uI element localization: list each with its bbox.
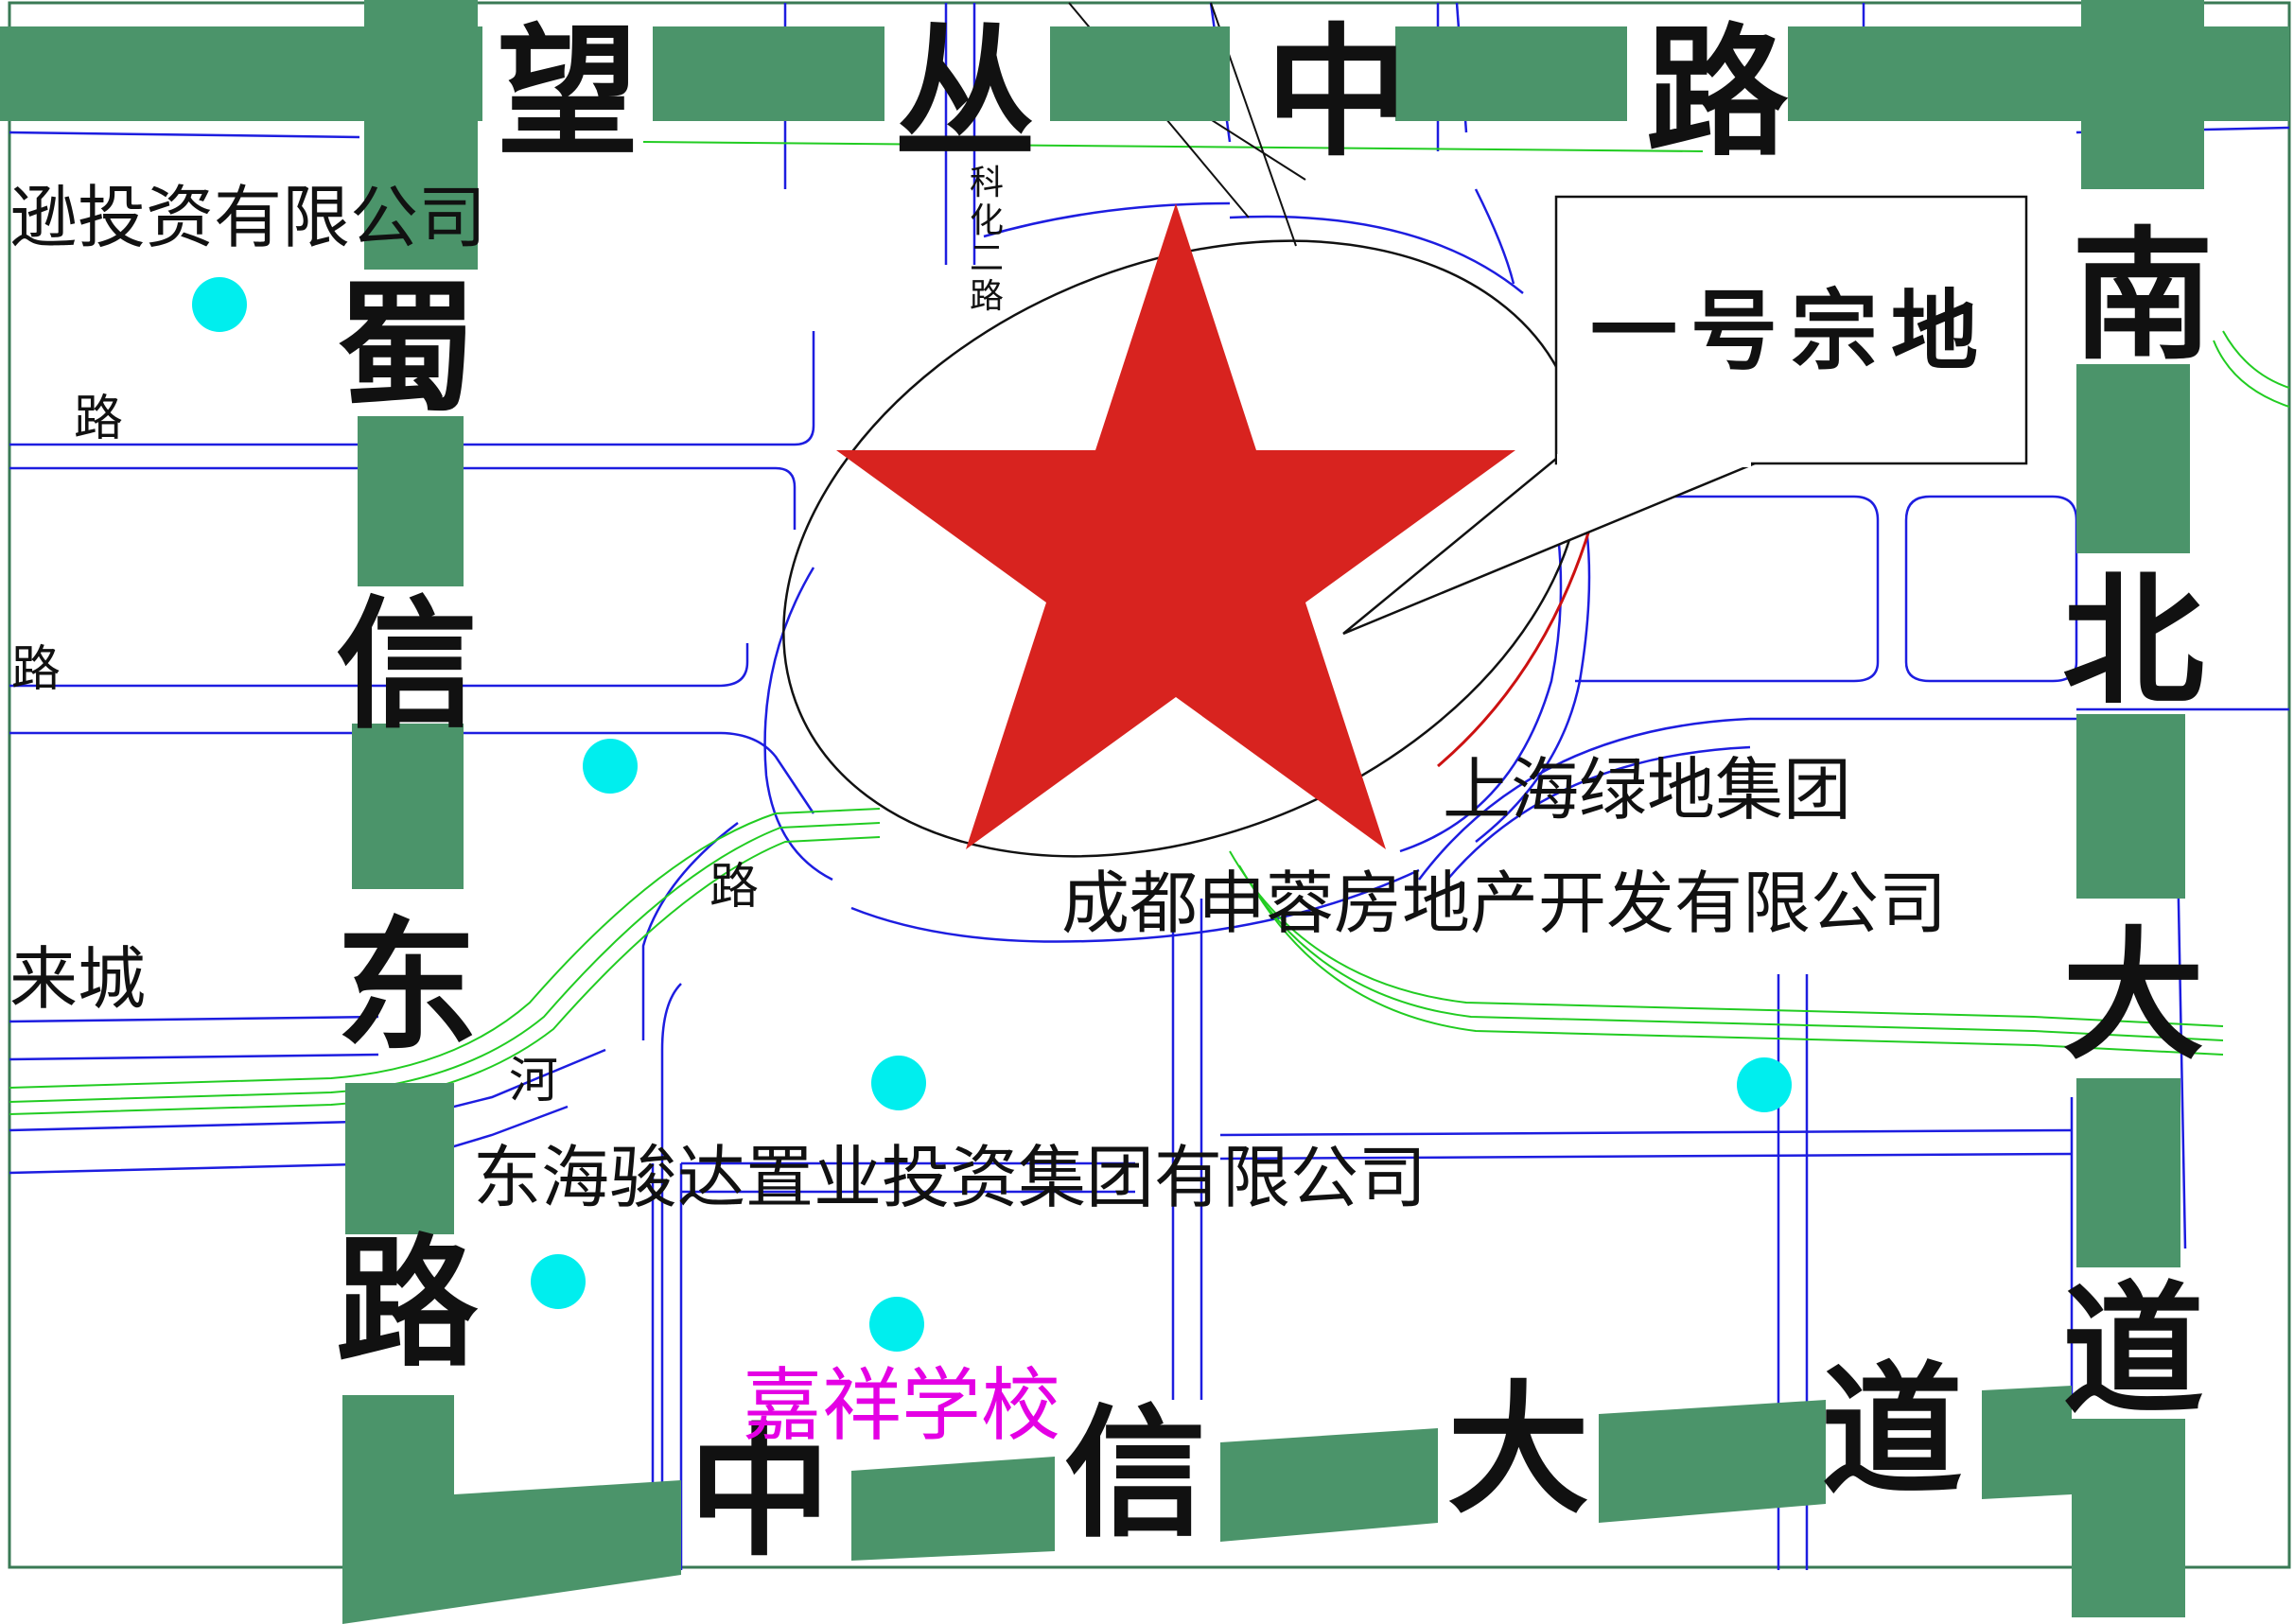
parcel-label: 一号宗地 bbox=[1590, 281, 1991, 382]
street-char: 丛 bbox=[894, 11, 1036, 176]
ke-hua-er-lu-label: 科 化 二 路 bbox=[970, 164, 1004, 316]
street-top: 望 丛 中 路 bbox=[497, 11, 1789, 176]
poi-dot-icon bbox=[583, 739, 638, 794]
street-char: 信 bbox=[336, 584, 478, 748]
street-char: 大 bbox=[1447, 1369, 1589, 1533]
poi-dot-icon bbox=[192, 277, 247, 332]
company-label: 成都申蓉房地产开发有限公司 bbox=[1061, 864, 1947, 943]
street-char: 南 bbox=[2072, 215, 2214, 379]
street-bottom: 中 信 大 道 bbox=[689, 1350, 1963, 1576]
road-label-char: 二 bbox=[970, 239, 1004, 278]
street-char: 中 bbox=[1266, 11, 1408, 176]
street-char: 路 bbox=[1646, 11, 1789, 176]
street-char: 望 bbox=[497, 11, 639, 176]
star-marker-icon bbox=[836, 203, 1515, 849]
street-right: 南 北 大 道 bbox=[2062, 215, 2214, 1434]
street-char: 道 bbox=[1821, 1350, 1963, 1514]
street-char: 北 bbox=[2062, 560, 2204, 725]
company-label: 东海骏达置业投资集团有限公司 bbox=[473, 1138, 1427, 1217]
poi-dot-icon bbox=[869, 1297, 924, 1352]
street-char: 信 bbox=[1064, 1392, 1206, 1557]
road-label: 路 bbox=[74, 391, 123, 447]
poi-dots bbox=[192, 277, 1792, 1352]
poi-dot-icon bbox=[871, 1056, 926, 1110]
street-char: 蜀 bbox=[336, 267, 478, 431]
poi-dot-icon bbox=[1737, 1057, 1792, 1112]
road-network bbox=[9, 2, 2290, 1570]
company-label: 上海绿地集团 bbox=[1443, 750, 1851, 829]
street-char: 道 bbox=[2062, 1269, 2204, 1434]
street-char: 东 bbox=[336, 905, 478, 1070]
road-label-char: 科 bbox=[970, 164, 1004, 202]
street-char: 路 bbox=[336, 1222, 479, 1387]
river-label: 河 bbox=[509, 1053, 558, 1109]
place-label: 来城 bbox=[9, 939, 146, 1019]
company-label: 逊投资有限公司 bbox=[9, 178, 486, 257]
road-label-char: 路 bbox=[970, 277, 1004, 316]
road-label: 路 bbox=[709, 859, 759, 916]
street-left: 蜀 信 东 路 bbox=[336, 267, 479, 1387]
poi-dot-icon bbox=[531, 1254, 586, 1309]
school-label: 嘉祥学校 bbox=[743, 1359, 1060, 1452]
river-lines bbox=[9, 141, 2290, 1115]
road-label: 路 bbox=[11, 641, 61, 698]
street-char: 大 bbox=[2062, 915, 2204, 1079]
parcel-callout: 一号宗地 bbox=[1342, 195, 2028, 636]
street-char: 中 bbox=[689, 1411, 831, 1576]
road-label-char: 化 bbox=[970, 201, 1004, 240]
